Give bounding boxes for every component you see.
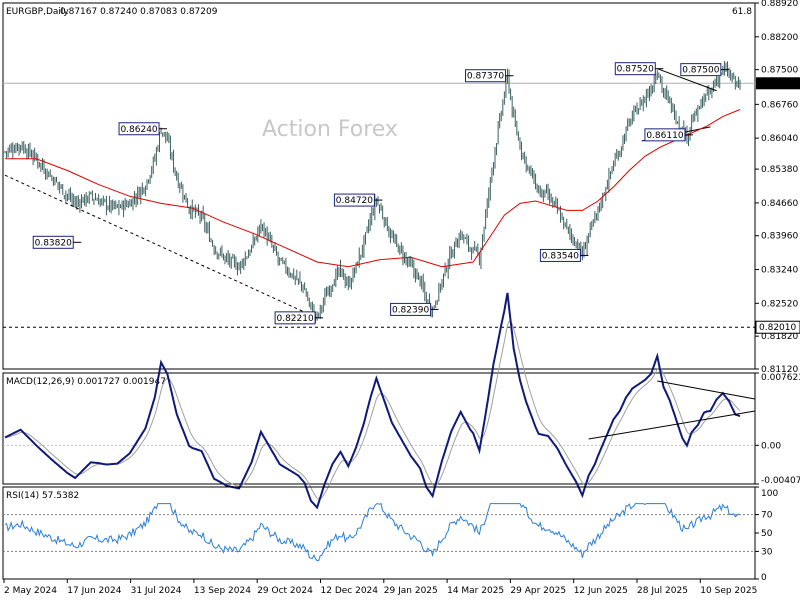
date-tick-label: 10 Sep 2025 (700, 586, 757, 596)
price-label-text: 0.86110 (646, 131, 683, 141)
macd-tick-label: 0.007623 (761, 373, 800, 383)
rsi-tick-label: 50 (761, 529, 773, 539)
price-label-text: 0.82390 (392, 305, 429, 315)
chart-ohlc: 0.87167 0.87240 0.87083 0.87209 (60, 7, 218, 17)
support-tag-label: 0.82010 (759, 323, 796, 333)
price-label-text: 0.86240 (120, 125, 157, 135)
price-tick-label: 0.81120 (761, 365, 798, 375)
price-label: 0.84720 (333, 193, 383, 207)
macd-lower-trendline (588, 410, 756, 440)
price-label: 0.87370 (464, 69, 514, 83)
current-tag-label: 0.87209 (759, 79, 796, 89)
price-candles (4, 61, 741, 323)
current-price-tag: 0.87209 (756, 77, 800, 90)
macd-tick-label: -0.004073 (761, 476, 800, 486)
price-label: 0.82390 (390, 302, 439, 316)
chart-symbol: EURGBP,Daily (6, 7, 69, 17)
rsi-tick-label: 30 (761, 547, 773, 557)
price-label-text: 0.83820 (35, 238, 72, 248)
price-label: 0.86110 (644, 128, 693, 142)
macd-axis: 0.007623 0.00 -0.004073 (3, 372, 800, 486)
price-label: 0.82210 (274, 311, 324, 325)
price-pane: EURGBP,Daily 0.87167 0.87240 0.87083 0.8… (2, 0, 800, 375)
support-price-tag: 0.82010 (755, 320, 800, 334)
date-tick-label: 13 Sep 2024 (194, 586, 251, 596)
rsi-line (4, 502, 741, 562)
price-label-text: 0.82210 (276, 314, 313, 324)
date-tick-label: 17 Jun 2024 (67, 586, 121, 596)
price-tick-label: 0.81820 (761, 332, 798, 342)
rsi-tick-label: 0 (761, 573, 767, 583)
macd-signal-line (4, 320, 741, 500)
price-label-text: 0.83540 (542, 251, 579, 261)
price-label-text: 0.84720 (336, 196, 373, 206)
date-tick-label: 14 Mar 2025 (447, 586, 504, 596)
date-tick-label: 12 Jun 2025 (574, 586, 628, 596)
rsi-series-line (4, 502, 741, 562)
price-label: 0.86240 (118, 122, 168, 136)
price-label: 0.87500 (680, 63, 729, 77)
price-tick-label: 0.86040 (761, 134, 798, 144)
top-right-label: 61.8 (732, 7, 752, 17)
macd-upper-trendline (657, 380, 756, 400)
moving-average (5, 109, 741, 268)
price-tick-label: 0.83240 (761, 266, 798, 276)
ma-line (5, 109, 741, 268)
price-label-text: 0.87520 (617, 65, 654, 75)
date-tick-label: 12 Dec 2024 (321, 586, 379, 596)
watermark: Action Forex (262, 117, 398, 142)
price-tick-label: 0.82520 (761, 299, 798, 309)
date-tick-label: 31 Jul 2024 (131, 586, 182, 596)
price-lines: 0.82010 (3, 82, 800, 334)
macd-main-line (4, 292, 741, 510)
date-tick-label: 29 Jan 2025 (384, 586, 438, 596)
price-tick-label: 0.88920 (761, 0, 798, 9)
price-label: 0.87520 (614, 62, 664, 76)
rsi-tick-label: 70 (761, 511, 773, 521)
price-tick-label: 0.86760 (761, 100, 798, 110)
price-axis: 0.88920 0.88200 0.87500 0.86760 0.86040 0.853… (755, 0, 798, 375)
support-tag-box (755, 320, 800, 334)
date-tick-label: 29 Oct 2024 (257, 586, 313, 596)
price-label: 0.83540 (539, 248, 589, 262)
price-tick-label: 0.87500 (761, 66, 798, 76)
rsi-tick-label: 100 (761, 489, 778, 499)
price-tick-label: 0.84660 (761, 199, 798, 209)
price-label-text: 0.87500 (682, 66, 719, 76)
price-label: 0.83820 (32, 235, 82, 249)
macd-pane: MACD(12,26,9) 0.001727 0.001947 0.007623… (2, 292, 800, 510)
date-tick-label: 28 Jul 2025 (637, 586, 688, 596)
current-tag-box (756, 77, 800, 90)
date-tick-label: 2 May 2024 (4, 586, 57, 596)
rsi-axis: 100 70 50 30 0 (3, 486, 778, 583)
price-tick-label: 0.83960 (761, 232, 798, 242)
price-label-text: 0.87370 (467, 72, 504, 82)
rsi-pane: RSI(14) 57.5382 100 70 50 30 0 (2, 486, 778, 583)
macd-tick-label: 0.00 (761, 441, 781, 451)
date-tick-label: 29 Apr 2025 (510, 586, 566, 596)
price-tick-label: 0.85380 (761, 165, 798, 175)
price-tick-label: 0.88200 (761, 33, 798, 43)
rsi-label: RSI(14) 57.5382 (6, 491, 79, 501)
macd-lines (4, 292, 756, 510)
macd-label: MACD(12,26,9) 0.001727 0.001947 (6, 377, 166, 387)
triangle-upper-line (657, 68, 717, 92)
price-labels: 0.86240 0.83820 0.84720 0.82210 0.82390 0.873… (32, 62, 729, 325)
date-axis: 2 May 2024 17 Jun 2024 31 Jul 2024 13 Sep 2… (3, 579, 757, 596)
